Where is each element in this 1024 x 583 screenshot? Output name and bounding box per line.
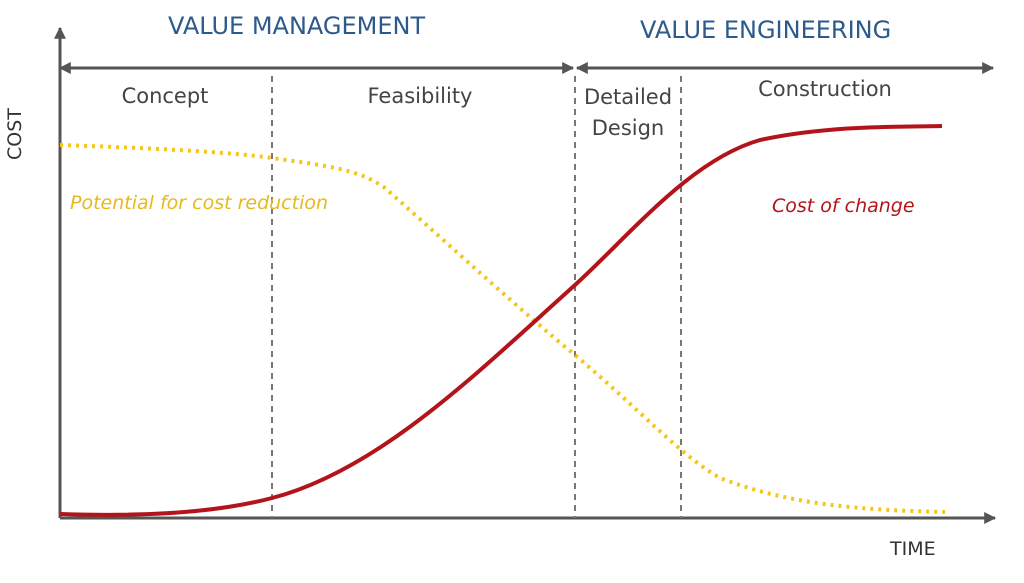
y-axis-label: COST	[4, 108, 26, 160]
phase-label: Construction	[758, 77, 892, 101]
change-label: Cost of change	[772, 195, 915, 217]
header-right: VALUE ENGINEERING	[640, 16, 892, 44]
phase-label: Detailed Design	[583, 85, 673, 140]
x-axis-label: TIME	[890, 538, 936, 560]
change-curve	[59, 124, 943, 517]
header-left: VALUE MANAGEMENT	[168, 12, 426, 40]
phase-label: Feasibility	[367, 84, 473, 108]
phase-dividers	[271, 76, 682, 518]
reduction-label: Potential for cost reduction	[70, 192, 329, 214]
reduction-curve	[59, 143, 946, 514]
phase-label: Concept	[121, 84, 209, 108]
